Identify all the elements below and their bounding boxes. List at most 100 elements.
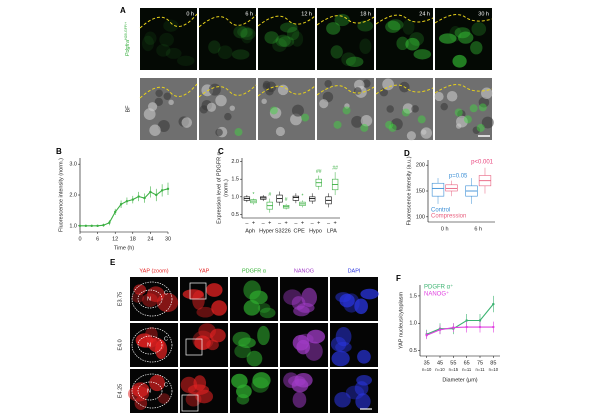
texture <box>354 87 362 95</box>
nucleus <box>471 22 487 36</box>
y-axis-label: Fluorescence intensity (norm.) <box>58 158 64 232</box>
texture <box>147 102 158 112</box>
nucleus <box>278 36 295 48</box>
data-point <box>96 224 99 228</box>
texture <box>351 115 364 128</box>
nucleus-outline <box>137 335 163 355</box>
legend-entry: PDGFR α⁺ <box>424 284 453 291</box>
cell-signal <box>133 284 147 295</box>
texture <box>481 87 493 99</box>
texture <box>224 112 232 121</box>
cell-signal <box>148 337 165 353</box>
data-point <box>119 203 123 206</box>
gfp-signal <box>417 115 426 124</box>
x-axis-label: Time (h) <box>114 245 134 251</box>
texture <box>163 92 172 101</box>
cell-signal <box>291 296 306 310</box>
time-label: 6 h <box>245 11 253 17</box>
nucleus <box>264 31 279 44</box>
row-label-main: Pdgfra <box>125 40 131 56</box>
column-header: NANOG <box>294 268 314 274</box>
cell-signal <box>196 306 215 318</box>
nucleus-outline <box>137 381 163 401</box>
cell-signal <box>357 349 371 364</box>
box <box>445 184 458 192</box>
column-header: PDGFR α <box>242 268 267 274</box>
cell-signal <box>194 335 211 351</box>
data-point <box>425 334 428 337</box>
nucleus <box>217 45 233 60</box>
time-label: 18 h <box>360 11 371 17</box>
zoom-box <box>185 338 203 356</box>
cell-signal <box>142 293 158 307</box>
cell-signal <box>234 344 251 359</box>
texture <box>382 78 394 91</box>
x-tick-label: 55 <box>450 360 456 366</box>
x-tick-label: 85 <box>490 360 496 366</box>
region-label: N <box>147 296 151 302</box>
cell-signal <box>131 382 150 397</box>
nucleus <box>458 31 474 44</box>
data-point <box>478 325 482 329</box>
micrograph <box>199 8 256 70</box>
boundary <box>434 14 493 24</box>
texture <box>402 103 414 114</box>
cell-signal <box>195 389 214 404</box>
texture <box>386 105 394 113</box>
nucleus <box>231 49 250 60</box>
cell-signal <box>185 392 202 407</box>
nucleus <box>402 19 415 35</box>
nucleus <box>177 55 195 66</box>
data-point <box>108 221 111 224</box>
nucleus <box>159 32 174 47</box>
data-point <box>155 193 158 197</box>
p-value: p=0.05 <box>449 174 468 180</box>
cell-signal <box>306 329 326 344</box>
nucleus <box>163 19 179 32</box>
nucleus <box>454 27 471 39</box>
nucleus <box>438 33 457 44</box>
data-point <box>492 325 495 329</box>
cell-signal <box>259 307 276 319</box>
row-label: E4.0 <box>117 339 123 350</box>
nucleus <box>286 26 300 41</box>
y-tick-label: 2.0 <box>69 192 77 198</box>
y-tick-label: 1.5 <box>409 293 417 299</box>
cell-signal <box>294 372 313 388</box>
x-tick-label: 12 <box>112 236 118 242</box>
nucleus <box>326 22 341 35</box>
y-axis-label: Fluorescence intensity (a.u.) <box>406 156 412 225</box>
nucleus <box>385 20 401 33</box>
nucleus <box>452 54 467 68</box>
x-tick-label: Hypo <box>309 228 322 234</box>
gfp-signal <box>469 104 478 113</box>
y-axis-label: Expression level of PDGFR α <box>216 151 222 223</box>
cell-signal <box>354 381 369 396</box>
texture <box>324 79 332 88</box>
box <box>292 195 300 201</box>
y-tick-label: 1.0 <box>409 321 417 327</box>
time-label: 24 h <box>419 11 430 17</box>
cell-signal <box>134 396 148 411</box>
nucleus <box>144 31 157 45</box>
row-label: E4.25 <box>117 384 123 398</box>
gfp-signal <box>463 115 472 124</box>
significance-mark: * <box>252 192 254 198</box>
cell-signal <box>149 374 165 392</box>
n-label: n=10 <box>422 367 432 372</box>
significance-mark: ## <box>332 165 338 171</box>
x-tick-label: 35 <box>424 360 430 366</box>
gfp-signal <box>388 123 397 132</box>
x-tick-label: 45 <box>437 360 443 366</box>
gfp-signal <box>342 106 351 115</box>
cell-signal <box>331 350 350 367</box>
condition-label: + <box>268 220 271 226</box>
cell-signal <box>334 391 351 408</box>
texture <box>406 131 416 141</box>
row-label: BF <box>125 105 131 113</box>
data-point <box>114 210 117 214</box>
nucleus <box>334 13 350 27</box>
nucleus <box>280 22 298 33</box>
texture <box>208 83 221 96</box>
time-label: 0 h <box>186 11 194 17</box>
